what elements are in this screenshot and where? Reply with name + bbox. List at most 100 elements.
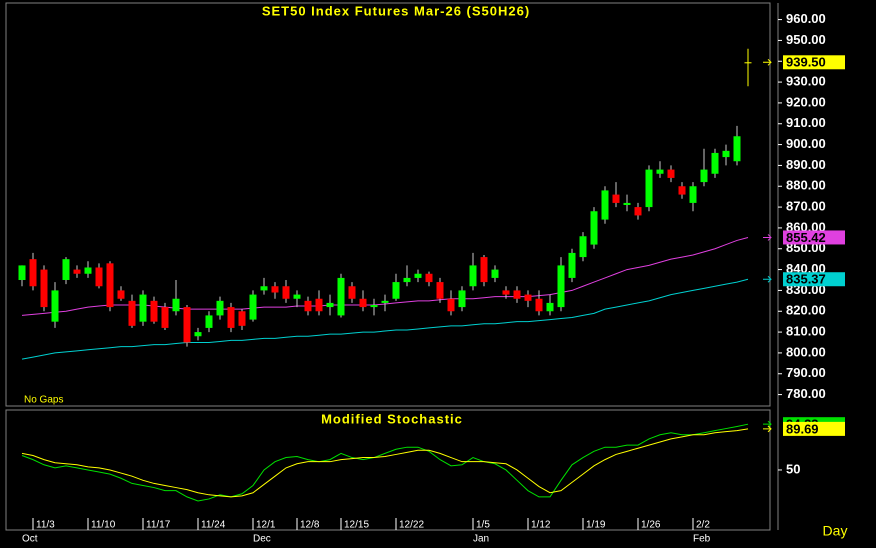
candle-body bbox=[480, 257, 488, 283]
candle-body bbox=[194, 332, 202, 337]
candle-body bbox=[271, 286, 279, 293]
ma-last-label-arrow bbox=[763, 275, 772, 283]
last-price-label-arrow bbox=[763, 58, 772, 66]
candle-body bbox=[601, 190, 609, 220]
candle-body bbox=[733, 136, 741, 162]
y-tick-label: 950.00 bbox=[786, 32, 826, 47]
stochastic-line bbox=[21, 423, 749, 502]
x-tick-label: 11/3 bbox=[36, 520, 55, 531]
stochastic-last-label: 89.69 bbox=[786, 421, 819, 436]
stochastic-title: Modified Stochastic bbox=[321, 411, 463, 426]
x-tick-label: 12/8 bbox=[300, 520, 320, 531]
y-tick-label: 870.00 bbox=[786, 199, 826, 214]
candle-body bbox=[458, 290, 466, 308]
stochastic-line bbox=[21, 428, 749, 498]
candle-body bbox=[436, 282, 444, 299]
x-tick-label: 11/17 bbox=[146, 520, 171, 531]
y-tick-label: 880.00 bbox=[786, 178, 826, 193]
candle-body bbox=[40, 269, 48, 308]
candle-body bbox=[414, 273, 422, 278]
candle-body bbox=[216, 300, 224, 316]
candle-body bbox=[722, 150, 730, 158]
candle-body bbox=[106, 263, 114, 308]
month-label: Dec bbox=[253, 534, 271, 545]
candle-body bbox=[623, 202, 631, 205]
candle-body bbox=[447, 298, 455, 312]
y-tick-label: 810.00 bbox=[786, 324, 826, 339]
x-tick-label: 1/26 bbox=[641, 520, 661, 531]
candle-body bbox=[282, 286, 290, 299]
stochastic-last-label-box bbox=[783, 421, 845, 436]
candle-body bbox=[612, 194, 620, 203]
y-tick-label: 920.00 bbox=[786, 94, 826, 109]
candle-body bbox=[524, 294, 532, 301]
candle-body bbox=[304, 300, 312, 312]
candle-body bbox=[590, 211, 598, 245]
candle-body bbox=[711, 152, 719, 174]
month-label: Oct bbox=[22, 534, 38, 545]
candle-body bbox=[183, 307, 191, 343]
y-tick-label: 800.00 bbox=[786, 344, 826, 359]
candle-body bbox=[293, 294, 301, 299]
candle-body bbox=[656, 169, 664, 174]
candle-body bbox=[205, 315, 213, 328]
y-tick-label: 820.00 bbox=[786, 303, 826, 318]
y-tick-label: 930.00 bbox=[786, 74, 826, 89]
ma-last-label-box bbox=[783, 230, 845, 245]
candle-body bbox=[128, 300, 136, 326]
candle-body bbox=[73, 269, 81, 274]
candle-body bbox=[568, 252, 576, 278]
candle-body bbox=[535, 298, 543, 312]
y-tick-label: 790.00 bbox=[786, 365, 826, 380]
annotation: No Gaps bbox=[24, 395, 63, 406]
candle-body bbox=[502, 290, 510, 295]
candle-body bbox=[139, 294, 147, 322]
candle-body bbox=[117, 290, 125, 299]
candle-body bbox=[359, 298, 367, 308]
y-tick-label: 900.00 bbox=[786, 136, 826, 151]
candle-body bbox=[513, 290, 521, 299]
candle-body bbox=[326, 302, 334, 308]
y-tick-label: 890.00 bbox=[786, 157, 826, 172]
candle-body bbox=[227, 307, 235, 328]
candle-body bbox=[667, 169, 675, 178]
x-tick-label: 1/5 bbox=[476, 520, 490, 531]
candle-body bbox=[678, 186, 686, 195]
x-tick-label: 1/12 bbox=[531, 520, 551, 531]
candle-body bbox=[403, 277, 411, 283]
candle-body bbox=[150, 300, 158, 322]
month-label: Jan bbox=[473, 534, 489, 545]
ma-last-label-arrow bbox=[763, 234, 772, 241]
y-tick-label: 910.00 bbox=[786, 115, 826, 130]
x-axis-label: Day bbox=[823, 523, 848, 539]
x-tick-label: 1/19 bbox=[586, 520, 606, 531]
candle-body bbox=[51, 290, 59, 322]
last-price-label-box bbox=[783, 55, 845, 70]
ma-last-label-box bbox=[783, 272, 845, 287]
price-panel bbox=[5, 2, 771, 407]
stochastic-last-label-arrow bbox=[763, 425, 772, 433]
y-tick-label: 50 bbox=[786, 461, 800, 476]
candle-body bbox=[95, 267, 103, 287]
x-tick-label: 11/10 bbox=[91, 520, 116, 531]
stochastic-panel bbox=[5, 409, 771, 531]
candle-body bbox=[381, 300, 389, 303]
candle-body bbox=[238, 311, 246, 326]
x-tick-label: 11/24 bbox=[201, 520, 226, 531]
ma-last-label: 855.42 bbox=[786, 230, 826, 245]
candle-body bbox=[172, 298, 180, 312]
candle-body bbox=[370, 305, 378, 308]
chart-title: SET50 Index Futures Mar-26 (S50H26) bbox=[262, 3, 530, 18]
candle-body bbox=[315, 298, 323, 312]
candle-body bbox=[84, 267, 92, 274]
candle-body bbox=[689, 186, 697, 203]
candle-body bbox=[469, 265, 477, 287]
candle-body bbox=[392, 282, 400, 299]
candle-body bbox=[700, 169, 708, 183]
candle-body bbox=[161, 307, 169, 328]
candle-body bbox=[579, 236, 587, 258]
candle-body bbox=[546, 302, 554, 312]
candle-body bbox=[645, 169, 653, 208]
month-label: Feb bbox=[693, 534, 711, 545]
candle-body bbox=[260, 286, 268, 291]
